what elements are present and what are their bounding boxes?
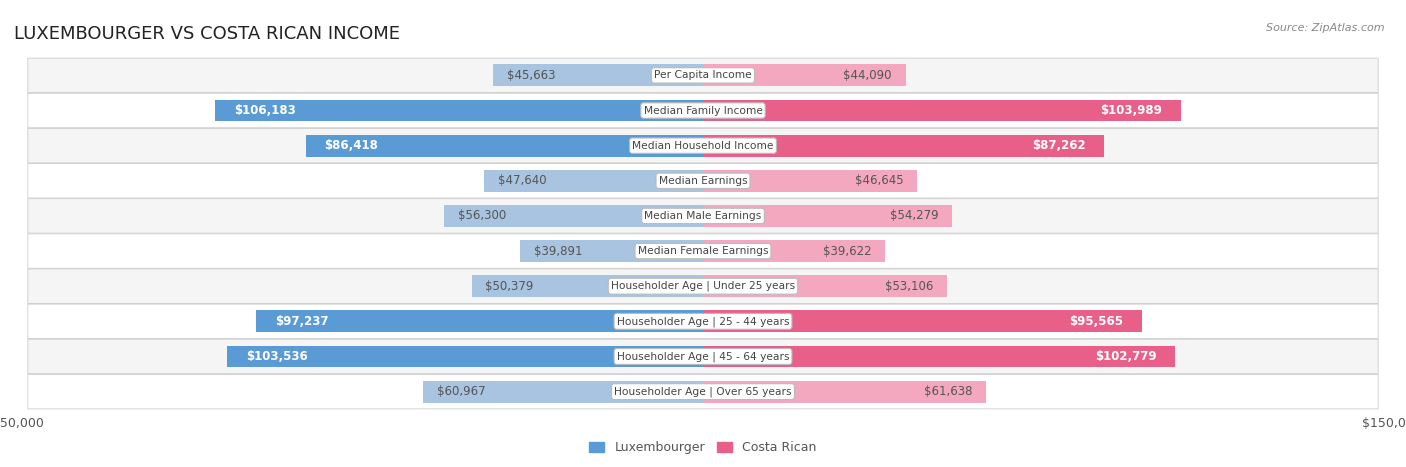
Bar — [484, 170, 703, 191]
Bar — [228, 346, 703, 368]
Text: Per Capita Income: Per Capita Income — [654, 71, 752, 80]
Bar — [703, 99, 1181, 121]
Text: LUXEMBOURGER VS COSTA RICAN INCOME: LUXEMBOURGER VS COSTA RICAN INCOME — [14, 25, 401, 43]
Text: Householder Age | 45 - 64 years: Householder Age | 45 - 64 years — [617, 351, 789, 362]
Text: Median Male Earnings: Median Male Earnings — [644, 211, 762, 221]
FancyBboxPatch shape — [28, 163, 1378, 198]
Text: Median Earnings: Median Earnings — [658, 176, 748, 186]
Text: Median Household Income: Median Household Income — [633, 141, 773, 151]
Text: Source: ZipAtlas.com: Source: ZipAtlas.com — [1267, 23, 1385, 33]
Text: $97,237: $97,237 — [274, 315, 328, 328]
FancyBboxPatch shape — [28, 234, 1378, 268]
Legend: Luxembourger, Costa Rican: Luxembourger, Costa Rican — [589, 441, 817, 454]
Text: $45,663: $45,663 — [508, 69, 555, 82]
FancyBboxPatch shape — [28, 339, 1378, 374]
FancyBboxPatch shape — [28, 304, 1378, 339]
Text: $54,279: $54,279 — [890, 209, 939, 222]
Bar — [423, 381, 703, 403]
Text: Householder Age | Over 65 years: Householder Age | Over 65 years — [614, 386, 792, 397]
Bar — [444, 205, 703, 227]
Text: $60,967: $60,967 — [437, 385, 485, 398]
Text: $56,300: $56,300 — [458, 209, 506, 222]
Bar — [307, 135, 703, 156]
Text: Median Female Earnings: Median Female Earnings — [638, 246, 768, 256]
Text: $103,989: $103,989 — [1101, 104, 1163, 117]
Bar — [520, 240, 703, 262]
Bar — [703, 170, 917, 191]
Text: $61,638: $61,638 — [924, 385, 973, 398]
Bar — [494, 64, 703, 86]
Text: Median Family Income: Median Family Income — [644, 106, 762, 115]
Text: $39,622: $39,622 — [823, 245, 872, 258]
Bar — [703, 64, 905, 86]
Text: $50,379: $50,379 — [485, 280, 534, 293]
Bar — [215, 99, 703, 121]
Text: $39,891: $39,891 — [533, 245, 582, 258]
FancyBboxPatch shape — [28, 93, 1378, 128]
Text: $47,640: $47,640 — [498, 174, 547, 187]
FancyBboxPatch shape — [28, 58, 1378, 92]
FancyBboxPatch shape — [28, 199, 1378, 233]
Text: $103,536: $103,536 — [246, 350, 308, 363]
Text: $106,183: $106,183 — [233, 104, 295, 117]
Text: $46,645: $46,645 — [855, 174, 904, 187]
FancyBboxPatch shape — [28, 128, 1378, 163]
Text: Householder Age | Under 25 years: Householder Age | Under 25 years — [612, 281, 794, 291]
Text: Householder Age | 25 - 44 years: Householder Age | 25 - 44 years — [617, 316, 789, 326]
Bar — [703, 346, 1175, 368]
Bar — [703, 276, 946, 297]
Text: $95,565: $95,565 — [1070, 315, 1123, 328]
FancyBboxPatch shape — [28, 375, 1378, 409]
Bar — [471, 276, 703, 297]
Text: $53,106: $53,106 — [884, 280, 934, 293]
Bar — [703, 135, 1104, 156]
Text: $86,418: $86,418 — [325, 139, 378, 152]
Bar — [703, 381, 986, 403]
Bar — [703, 205, 952, 227]
Bar — [703, 311, 1142, 332]
Text: $87,262: $87,262 — [1032, 139, 1085, 152]
Bar — [703, 240, 884, 262]
Bar — [256, 311, 703, 332]
FancyBboxPatch shape — [28, 269, 1378, 304]
Text: $44,090: $44,090 — [844, 69, 891, 82]
Text: $102,779: $102,779 — [1095, 350, 1157, 363]
